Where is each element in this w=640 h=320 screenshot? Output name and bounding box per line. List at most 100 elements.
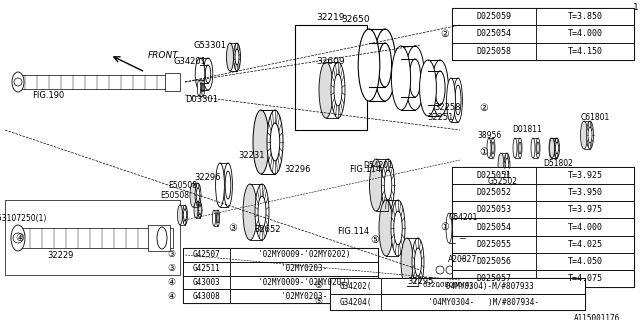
Bar [330,278,585,294]
Ellipse shape [196,188,200,202]
Text: '02MY0009-'02MY0202): '02MY0009-'02MY0202) [258,250,350,260]
Text: A115001176: A115001176 [573,314,620,320]
Ellipse shape [182,205,188,225]
Bar [183,289,378,303]
Text: D025053: D025053 [476,205,511,214]
Ellipse shape [384,170,392,200]
Text: G43008: G43008 [193,292,220,300]
Text: G43003: G43003 [193,278,220,287]
Text: ⑤: ⑤ [371,235,380,245]
Text: ③: ③ [167,250,175,260]
Ellipse shape [446,213,452,243]
Text: G52502: G52502 [488,178,518,187]
Text: T=3.950: T=3.950 [568,188,602,197]
Text: D01811: D01811 [512,125,542,134]
Ellipse shape [243,184,257,240]
Bar [5,200,180,275]
Ellipse shape [391,200,405,256]
Ellipse shape [537,142,540,154]
Text: G42511: G42511 [193,264,220,273]
Text: FIG.190: FIG.190 [32,91,64,100]
Bar [452,25,634,43]
Ellipse shape [464,242,466,254]
Ellipse shape [550,138,554,158]
Ellipse shape [227,43,234,71]
Ellipse shape [518,138,522,158]
Ellipse shape [458,238,462,258]
Text: D025057: D025057 [476,274,511,283]
Bar [452,8,536,25]
Bar [330,278,381,294]
Bar [452,167,634,287]
Bar [330,294,585,310]
Ellipse shape [580,121,588,149]
Bar [18,228,173,248]
Ellipse shape [194,202,198,218]
Text: G53301: G53301 [193,41,227,50]
Ellipse shape [498,153,504,177]
Text: 32258: 32258 [435,103,461,113]
Text: T=4.000: T=4.000 [568,222,602,231]
Ellipse shape [195,58,205,90]
Ellipse shape [374,29,396,101]
Bar [452,184,634,201]
Ellipse shape [415,248,422,276]
Text: G34201: G34201 [173,58,207,67]
Ellipse shape [195,183,201,207]
Bar [452,270,536,287]
Ellipse shape [202,84,204,92]
Text: D54201: D54201 [363,161,393,170]
Bar [452,236,634,253]
Text: T=3.975: T=3.975 [568,205,602,214]
Bar [452,219,634,236]
Text: D03301: D03301 [186,95,218,105]
Ellipse shape [454,78,462,122]
Text: ②: ② [479,103,488,113]
Circle shape [456,266,464,274]
Text: 32296: 32296 [195,173,221,182]
Bar [183,262,230,276]
Ellipse shape [12,72,24,92]
Ellipse shape [554,138,559,158]
Bar [183,262,378,276]
Ellipse shape [463,238,467,258]
Bar [452,184,536,201]
Ellipse shape [331,62,345,118]
Ellipse shape [177,205,182,225]
Bar [183,289,230,303]
Ellipse shape [378,43,392,87]
Text: ③: ③ [167,264,175,273]
Text: D025054: D025054 [476,29,511,38]
Bar [452,236,536,253]
Text: 32652: 32652 [255,226,281,235]
Ellipse shape [394,211,403,245]
Ellipse shape [588,127,592,143]
Text: C64201: C64201 [448,213,477,222]
Ellipse shape [487,138,491,158]
Ellipse shape [255,184,269,240]
Ellipse shape [431,60,449,116]
Bar [452,43,634,60]
Text: ①: ① [440,222,449,232]
Text: '04MY0304-   )M/#807934-: '04MY0304- )M/#807934- [428,298,538,307]
Ellipse shape [235,49,239,65]
Ellipse shape [205,65,211,83]
Text: 32296: 32296 [285,165,311,174]
Text: FIG.114: FIG.114 [349,165,381,174]
Ellipse shape [216,210,220,226]
Text: T=4.075: T=4.075 [568,274,602,283]
Bar [165,73,180,91]
Text: G34202(: G34202( [339,282,372,291]
Text: T=4.025: T=4.025 [568,240,602,249]
Ellipse shape [555,142,557,154]
Text: E50508: E50508 [168,181,198,190]
Text: FIG.114: FIG.114 [337,228,369,236]
Ellipse shape [157,227,167,249]
Ellipse shape [554,138,558,158]
Text: T=3.850: T=3.850 [568,12,602,21]
Ellipse shape [492,142,494,154]
Bar [183,248,378,262]
Ellipse shape [223,163,232,207]
Ellipse shape [410,59,420,97]
Bar [452,167,634,184]
